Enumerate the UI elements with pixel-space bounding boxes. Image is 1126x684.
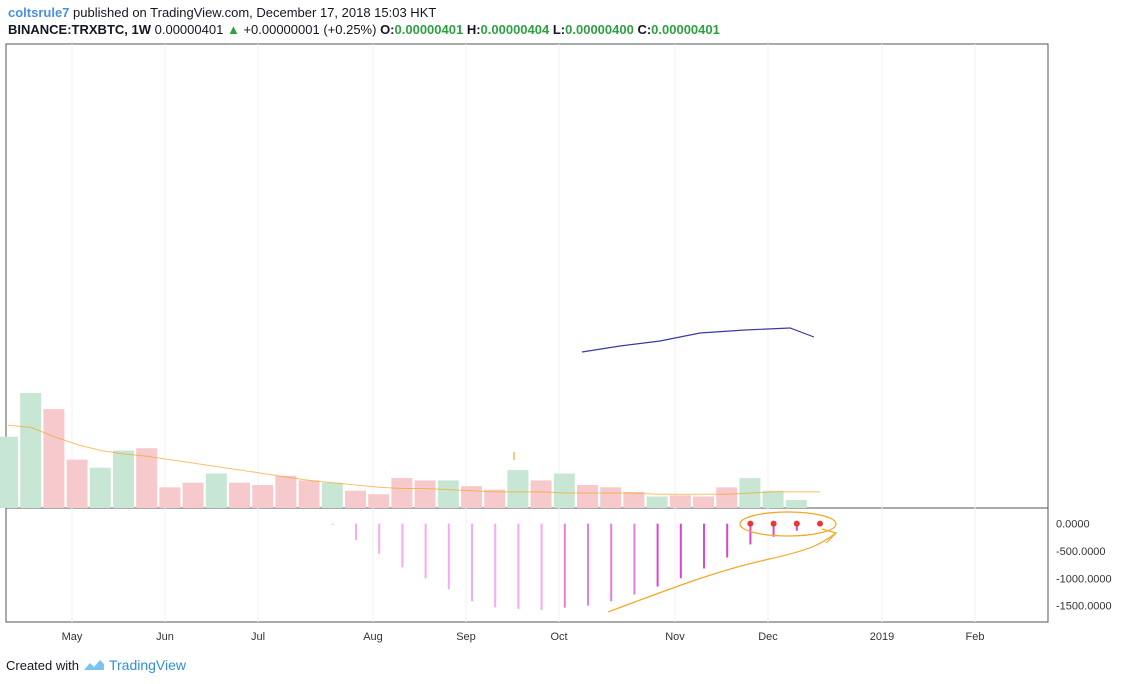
volume-bar [66, 459, 88, 508]
volume-bar [553, 473, 575, 508]
close-label: C: [637, 22, 652, 37]
histogram-tick-label: 0.0000 [1056, 519, 1090, 531]
x-axis-label: Feb [966, 631, 985, 643]
volume-bar [600, 487, 622, 508]
x-axis-label: Jul [251, 631, 265, 643]
x-axis-label: Nov [665, 631, 685, 643]
volume-ma-line [7, 424, 820, 495]
last-price: 0.00000401 [154, 22, 224, 37]
volume-bar [205, 473, 227, 508]
volume-bar [136, 448, 158, 508]
volume-bar [182, 482, 204, 508]
volume-bar [693, 496, 714, 508]
volume-bar [577, 485, 598, 508]
volume-bar [507, 470, 529, 508]
footer: Created with TradingView [6, 657, 186, 673]
close-value: 0.00000401 [651, 22, 720, 37]
change-up-icon: ▲ [226, 22, 240, 37]
published-text: published on TradingView.com, December 1… [73, 5, 437, 20]
volume-bar [298, 480, 320, 508]
volume-bar [43, 409, 65, 508]
volume-bar [229, 482, 250, 508]
publish-line: coltsrule7 published on TradingView.com,… [8, 5, 436, 20]
volume-bar [623, 491, 645, 508]
volume-bar [530, 480, 552, 508]
annotation-arrow-line [607, 532, 837, 613]
x-axis-label: Aug [363, 631, 383, 643]
histogram-tick-label: -500.0000 [1056, 546, 1106, 558]
moving-average-line [581, 327, 815, 353]
tradingview-brand[interactable]: TradingView [108, 657, 187, 673]
signal-dot [770, 520, 777, 527]
low-label: L: [552, 22, 566, 37]
author-link[interactable]: coltsrule7 [8, 5, 70, 20]
x-axis-label: Jun [156, 631, 174, 643]
tradingview-logo-icon [83, 660, 104, 670]
volume-bar [646, 496, 668, 508]
volume-bar [159, 487, 181, 508]
price-chart[interactable]: 0.000010000.000009000.000008000.00000700… [0, 0, 1126, 650]
signal-dot [747, 520, 754, 527]
volume-bar [785, 499, 807, 508]
volume-bar [275, 475, 297, 508]
chart-frame [5, 43, 1049, 623]
high-value: 0.00000404 [480, 22, 550, 37]
histogram-tick-label: -1000.0000 [1056, 573, 1112, 585]
created-with-text: Created with [6, 657, 79, 673]
x-axis-label: Dec [758, 631, 778, 643]
symbol-label: BINANCE:TRXBTC, 1W [8, 22, 151, 37]
volume-bar [368, 494, 390, 508]
volume-bar [762, 490, 784, 508]
volume-bar [716, 487, 738, 508]
signal-dot [793, 520, 800, 527]
volume-bar [113, 450, 134, 508]
volume-bar [461, 486, 482, 508]
annotation-ellipse [739, 511, 837, 537]
signal-dot [817, 520, 823, 527]
ohlc-line: BINANCE:TRXBTC, 1W 0.00000401 ▲ +0.00000… [8, 22, 720, 37]
volume-bar [414, 480, 436, 508]
open-label: O: [380, 22, 395, 37]
volume-bar [20, 393, 42, 508]
volume-bar [345, 490, 366, 508]
x-axis-label: 2019 [870, 631, 894, 643]
volume-bar [89, 467, 111, 508]
high-label: H: [466, 22, 481, 37]
volume-bar [391, 478, 413, 508]
volume-bar [252, 485, 274, 508]
x-axis-label: Oct [550, 631, 567, 643]
open-value: 0.00000401 [394, 22, 464, 37]
low-value: 0.00000400 [565, 22, 634, 37]
volume-bar [437, 480, 459, 508]
histogram-tick-label: -1500.0000 [1056, 601, 1112, 613]
x-axis-label: May [62, 631, 83, 643]
volume-bar [321, 482, 343, 508]
volume-bar [0, 436, 18, 508]
x-axis-label: Sep [456, 631, 476, 643]
annotation-arrow-head [821, 528, 838, 544]
price-change: +0.00000001 (+0.25%) [243, 22, 377, 37]
volume-bar [484, 489, 506, 508]
volume-bar [669, 495, 691, 508]
